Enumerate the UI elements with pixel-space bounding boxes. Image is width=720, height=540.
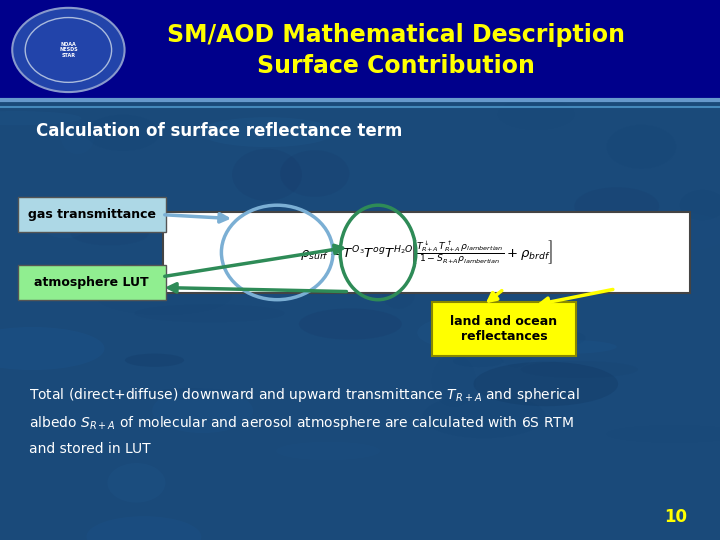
Text: albedo $S_{R+A}$ of molecular and aerosol atmosphere are calculated with 6S RTM: albedo $S_{R+A}$ of molecular and aeroso… — [29, 414, 574, 432]
Ellipse shape — [86, 516, 202, 540]
Text: gas transmittance: gas transmittance — [28, 208, 156, 221]
Text: land and ocean
reflectances: land and ocean reflectances — [451, 315, 557, 343]
Ellipse shape — [423, 394, 546, 438]
Text: SM/AOD Mathematical Description: SM/AOD Mathematical Description — [167, 23, 625, 47]
Ellipse shape — [232, 149, 302, 201]
Ellipse shape — [453, 355, 503, 367]
Text: and stored in LUT: and stored in LUT — [29, 442, 150, 456]
Ellipse shape — [521, 361, 638, 378]
Ellipse shape — [474, 362, 618, 406]
Ellipse shape — [125, 354, 184, 367]
Ellipse shape — [102, 264, 156, 288]
Text: NOAA
NESDS
STAR: NOAA NESDS STAR — [59, 42, 78, 58]
Ellipse shape — [149, 388, 235, 400]
Ellipse shape — [0, 327, 104, 370]
Circle shape — [12, 8, 125, 92]
Ellipse shape — [299, 308, 402, 340]
Ellipse shape — [276, 442, 380, 460]
Ellipse shape — [71, 221, 149, 246]
FancyBboxPatch shape — [432, 302, 576, 356]
Ellipse shape — [152, 388, 253, 433]
FancyBboxPatch shape — [18, 265, 166, 300]
Ellipse shape — [575, 187, 660, 225]
Ellipse shape — [0, 111, 81, 125]
FancyBboxPatch shape — [0, 100, 720, 540]
FancyBboxPatch shape — [18, 197, 166, 232]
Ellipse shape — [382, 279, 415, 309]
Ellipse shape — [280, 150, 349, 197]
Text: $\rho_{surf} = T^{O_3}T^{og}T^{H_2O}\!\left[\frac{T^{\downarrow}_{R\!+\!A}\,T^{\: $\rho_{surf} = T^{O_3}T^{og}T^{H_2O}\!\l… — [300, 239, 553, 266]
Ellipse shape — [86, 114, 160, 151]
Ellipse shape — [199, 117, 335, 147]
Ellipse shape — [107, 463, 166, 503]
Ellipse shape — [498, 99, 575, 130]
Ellipse shape — [40, 206, 90, 238]
Text: Total (direct+diffuse) downward and upward transmittance $T_{R+A}$ and spherical: Total (direct+diffuse) downward and upwa… — [29, 386, 580, 404]
FancyBboxPatch shape — [163, 212, 690, 293]
Text: Calculation of surface reflectance term: Calculation of surface reflectance term — [36, 122, 402, 139]
Ellipse shape — [606, 125, 676, 169]
FancyBboxPatch shape — [0, 0, 720, 100]
Ellipse shape — [418, 314, 545, 352]
Text: 10: 10 — [665, 509, 688, 526]
Text: atmosphere LUT: atmosphere LUT — [35, 275, 149, 289]
Ellipse shape — [498, 340, 617, 354]
Text: Surface Contribution: Surface Contribution — [257, 54, 535, 78]
Ellipse shape — [539, 330, 585, 346]
Ellipse shape — [680, 190, 720, 220]
